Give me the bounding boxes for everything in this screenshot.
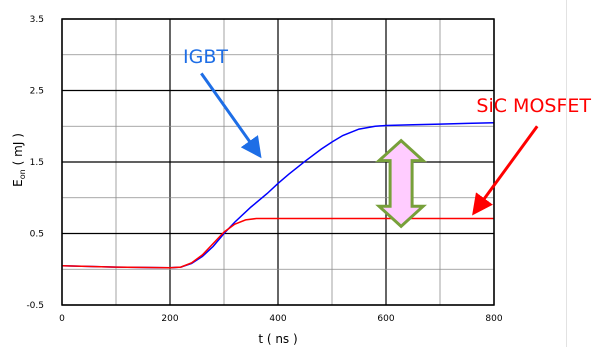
x-tick-label: 200 [161,314,178,324]
y-tick-label: 2.5 [30,87,44,97]
y-tick-label: 3.5 [30,15,44,25]
x-tick-label: 400 [269,314,286,324]
double-arrow-difference [375,138,427,229]
x-tick-label: 0 [59,314,65,324]
plot-frame [61,18,495,306]
annotation-igbt-arrow [200,72,262,159]
y-axis-label-subscript: on [18,169,27,179]
right-divider [566,0,567,347]
y-tick-label: 1.5 [30,158,44,168]
x-axis-label: t ( ns ) [258,332,297,346]
y-axis-label-main: E [11,179,25,187]
x-tick-label: 600 [377,314,394,324]
annotation-igbt-label: IGBT [183,46,228,68]
annotation-sic-mosfet-arrow [472,125,539,216]
y-axis-label-unit: ( mJ ) [11,133,25,165]
annotation-sic-mosfet-label: SiC MOSFET [476,95,591,117]
x-tick-label: 800 [485,314,502,324]
svg-text:Eon( mJ ): Eon ( mJ ) [11,133,27,187]
y-tick-label: -0.5 [26,301,44,311]
series-layer [61,121,495,269]
y-axis-label: Eon ( mJ ) [11,133,27,187]
y-tick-label: 0.5 [30,230,44,240]
annotations: IGBT SiC MOSFET [183,46,591,229]
series-line-sic-mosfet [61,217,494,269]
tick-labels: 0 200 400 600 800 -0.5 0.5 1.5 2.5 3.5 [26,15,502,324]
